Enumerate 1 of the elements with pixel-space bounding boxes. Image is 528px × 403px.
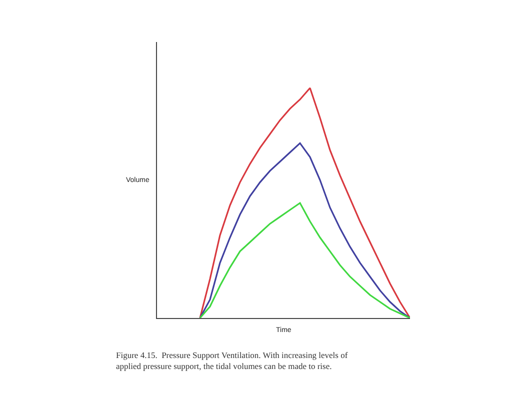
caption: Figure 4.15. Pressure Support Ventilation. With increasing levels of applied pressure support, the tidal volumes can be made to rise. — [116, 350, 348, 372]
